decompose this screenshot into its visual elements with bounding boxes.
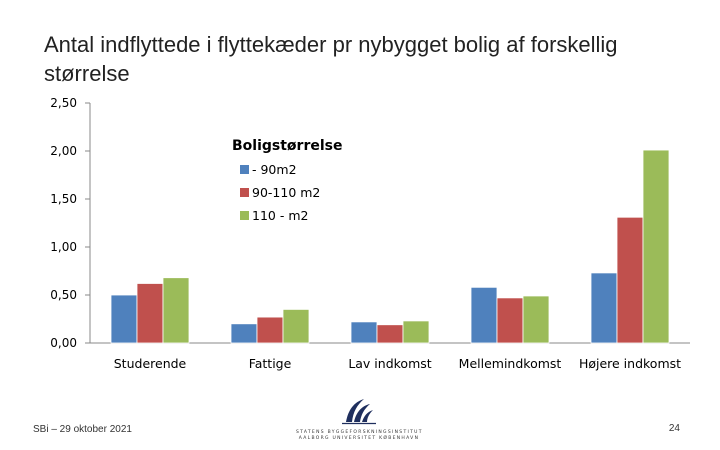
x-tick-label: Fattige <box>249 356 292 371</box>
logo-text-line1: STATENS BYGGEFORSKNINGSINSTITUT <box>296 430 423 435</box>
bar-2-4 <box>496 297 524 344</box>
bar-2-1 <box>136 283 164 344</box>
bar-2-3 <box>376 324 404 344</box>
legend-swatch <box>240 211 249 220</box>
x-tick-label: Studerende <box>114 356 187 371</box>
chart-bars <box>110 149 670 344</box>
bar-1-1 <box>110 294 138 344</box>
footer-date: SBi – 29 oktober 2021 <box>33 424 132 435</box>
page-number: 24 <box>668 423 680 434</box>
y-tick-label: 0,00 <box>50 336 77 350</box>
y-tick-label: 2,00 <box>50 144 77 158</box>
x-tick-label: Mellemindkomst <box>459 356 562 371</box>
legend-label: 90-110 m2 <box>252 185 320 200</box>
sbi-logo: STATENS BYGGEFORSKNINGSINSTITUT AALBORG … <box>296 396 422 442</box>
bar-3-3 <box>402 320 430 344</box>
bar-3-1 <box>162 277 190 344</box>
bar-3-2 <box>282 308 310 344</box>
bar-1-4 <box>470 286 498 344</box>
y-tick-label: 1,50 <box>50 192 77 206</box>
y-tick-label: 0,50 <box>50 288 77 302</box>
sbi-emblem-icon <box>342 399 376 425</box>
bar-2-2 <box>256 316 284 344</box>
bar-1-5 <box>590 272 618 344</box>
legend-swatch <box>240 165 249 174</box>
legend-label: - 90m2 <box>252 162 297 177</box>
x-tick-label: Lav indkomst <box>348 356 431 371</box>
chart-legend: Boligstørrelse - 90m2 90-110 m2 110 - m2 <box>232 138 342 223</box>
x-tick-label: Højere indkomst <box>579 356 681 371</box>
bar-3-4 <box>522 295 550 344</box>
bar-1-2 <box>230 323 258 344</box>
bar-3-5 <box>642 149 670 344</box>
legend-swatch <box>240 188 249 197</box>
y-tick-label: 2,50 <box>50 96 77 110</box>
y-axis-ticks: 0,00 0,50 1,00 1,50 2,00 2,50 <box>50 96 90 350</box>
bar-chart: 0,00 0,50 1,00 1,50 2,00 2,50 Studerende Fatti… <box>50 96 690 371</box>
y-tick-label: 1,00 <box>50 240 77 254</box>
legend-label: 110 - m2 <box>252 208 308 223</box>
x-axis-ticks: Studerende Fattige Lav indkomst Mellemindko… <box>114 356 681 371</box>
logo-text-line2: AALBORG UNIVERSITET KØBENHAVN <box>298 436 420 441</box>
bar-1-3 <box>350 321 378 344</box>
legend-title: Boligstørrelse <box>232 138 342 154</box>
bar-2-5 <box>616 216 644 344</box>
page-title: Antal indflyttede i flyttekæder pr nybyg… <box>44 32 618 86</box>
